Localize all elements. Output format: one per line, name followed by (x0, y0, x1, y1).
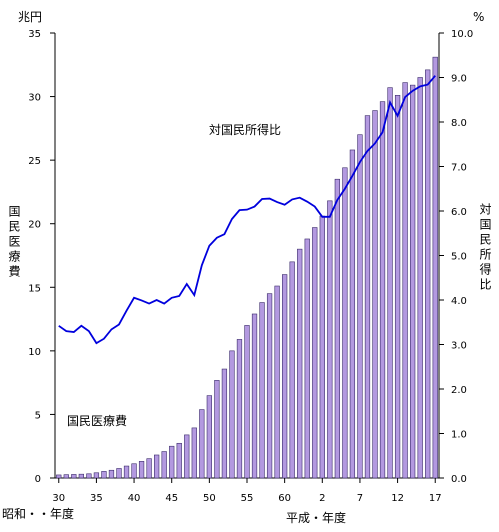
bar-S42 (146, 458, 152, 479)
bar-H13 (402, 82, 408, 479)
left-axis-ticks: 0 5 10 15 20 25 30 35 (28, 29, 55, 485)
bar-S31 (63, 474, 69, 479)
bar-S55 (244, 325, 250, 479)
bar-S32 (71, 474, 77, 479)
line-series-label: 対国民所得比 (209, 122, 281, 137)
left-axis-unit: 兆円 (18, 10, 42, 24)
bar-S52 (221, 368, 228, 479)
bar-S38 (116, 468, 122, 479)
right-axis-ticks: 0.0 1.0 2.0 3.0 4.0 5.0 6.0 7.0 8.0 9.0 10.0 (439, 29, 473, 485)
right-axis-label: 対国民所得比 (478, 203, 492, 293)
left-tick-label: 30 (28, 93, 41, 104)
bar-H6 (349, 149, 356, 479)
x-tick-label: 45 (165, 493, 178, 504)
bar-S30 (56, 474, 62, 479)
bar-H8 (364, 115, 371, 479)
bar-H3 (327, 200, 333, 479)
bar-S37 (108, 469, 115, 479)
income-ratio-line (58, 75, 436, 345)
bar-S54 (236, 339, 243, 479)
left-tick-label: 25 (28, 156, 41, 167)
right-tick-label: 0.0 (451, 474, 467, 485)
x-tick-label: 7 (357, 493, 363, 504)
right-tick-label: 10.0 (451, 29, 473, 40)
bar-S57 (259, 302, 265, 479)
left-tick-label: 35 (28, 29, 41, 40)
bar-S34 (86, 473, 92, 479)
right-tick-label: 6.0 (451, 207, 467, 218)
x-tick-label: 40 (128, 493, 141, 504)
bar-S40 (131, 463, 137, 479)
bar-S63 (304, 238, 310, 479)
right-tick-label: 2.0 (451, 385, 467, 396)
bar-H11 (387, 87, 393, 479)
bar-S50 (206, 395, 212, 479)
bar-S39 (123, 465, 130, 479)
bar-S56 (251, 313, 258, 479)
bar-series (56, 56, 438, 479)
left-tick-label: 0 (35, 474, 41, 485)
right-tick-label: 1.0 (451, 430, 467, 441)
bar-S62 (297, 248, 303, 479)
bar-S48 (191, 427, 197, 479)
x-tick-label: 60 (278, 493, 291, 504)
bar-S41 (138, 461, 145, 479)
bar-S43 (154, 454, 160, 479)
bar-S33 (78, 473, 84, 479)
bar-S44 (161, 451, 167, 479)
x-tick-label: 30 (52, 493, 65, 504)
left-tick-label: 20 (28, 220, 41, 231)
right-tick-label: 9.0 (451, 74, 467, 85)
bar-H15 (417, 77, 423, 479)
bar-S36 (101, 471, 107, 479)
bar-H7 (357, 134, 363, 479)
x-tick-label: 50 (203, 493, 216, 504)
bar-S49 (199, 409, 205, 479)
bar-H4 (334, 178, 340, 479)
x-tick-label: 12 (391, 493, 404, 504)
right-tick-label: 4.0 (451, 296, 467, 307)
x-tick-label: 2 (319, 493, 325, 504)
right-tick-label: 3.0 (451, 341, 467, 352)
bar-H16 (425, 69, 431, 479)
bar-H10 (379, 101, 386, 479)
bar-S46 (176, 442, 182, 479)
x-axis-label-heisei: 平成・年度 (286, 510, 346, 525)
bar-S51 (214, 380, 220, 479)
left-tick-label: 15 (28, 283, 41, 294)
bar-H1 (312, 227, 318, 479)
bar-H17 (432, 56, 438, 479)
bar-H9 (372, 110, 378, 479)
x-tick-label: 35 (90, 493, 103, 504)
bar-S60 (282, 274, 288, 479)
bar-S53 (229, 350, 235, 479)
bar-S58 (266, 293, 273, 479)
line-series (58, 75, 436, 345)
right-axis-unit: % (473, 10, 484, 24)
right-tick-label: 8.0 (451, 118, 467, 129)
x-axis-ticks: 30 35 40 45 50 55 60 2 7 12 17 (52, 478, 442, 504)
bar-H14 (410, 84, 416, 479)
bar-series-label: 国民医療費 (67, 413, 127, 428)
bar-H5 (342, 167, 348, 479)
bar-H2 (319, 215, 325, 479)
left-tick-label: 5 (35, 410, 41, 421)
bar-S61 (289, 261, 295, 479)
x-tick-label: 17 (429, 493, 442, 504)
x-axis-label-showa: 昭和・・年度 (2, 506, 74, 521)
right-tick-label: 7.0 (451, 163, 467, 174)
bar-S45 (169, 445, 175, 479)
x-tick-label: 55 (241, 493, 254, 504)
bar-S35 (93, 472, 100, 479)
bar-H12 (394, 95, 401, 479)
right-tick-label: 5.0 (451, 252, 467, 263)
left-tick-label: 10 (28, 347, 41, 358)
bar-S47 (184, 434, 190, 479)
bar-S59 (274, 285, 280, 479)
left-axis-label: 国民医療費 (7, 205, 21, 280)
